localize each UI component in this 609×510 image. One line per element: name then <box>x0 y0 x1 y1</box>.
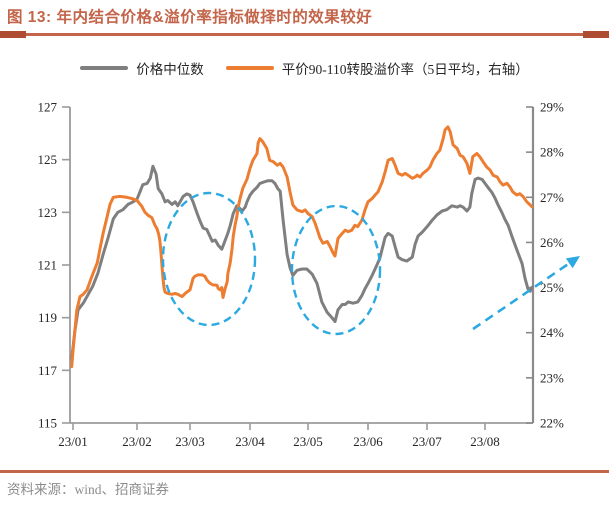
y-right-tick-label: 26% <box>540 235 564 250</box>
source-divider <box>0 470 609 473</box>
x-tick-label: 23/04 <box>235 434 265 449</box>
title-divider-cap-left <box>0 31 26 38</box>
y-left-tick-label: 119 <box>38 310 57 325</box>
premium-rate-line <box>70 125 534 369</box>
title-divider-cap-right <box>583 31 609 38</box>
trend-arrow-shaft <box>472 262 570 331</box>
x-tick-label: 23/02 <box>122 434 152 449</box>
x-tick-label: 23/08 <box>470 434 500 449</box>
y-right-tick-label: 22% <box>540 416 564 431</box>
chart-title: 图 13: 年内结合价格&溢价率指标做择时的效果较好 <box>7 9 373 26</box>
axes <box>62 106 535 430</box>
y-right-tick-label: 25% <box>540 280 564 295</box>
trend-arrow-head <box>565 256 580 269</box>
legend: 价格中位数 平价90-110转股溢价率（5日平均，右轴） <box>0 58 609 78</box>
y-left-tick-label: 117 <box>38 363 58 378</box>
y-right-tick-label: 23% <box>540 370 564 385</box>
title-divider <box>0 33 609 36</box>
price-median-label: 价格中位数 <box>136 62 204 77</box>
annotations <box>161 191 580 336</box>
premium-rate-label: 平价90-110转股溢价率（5日平均，右轴） <box>281 62 529 77</box>
y-right-tick-label: 24% <box>540 325 564 340</box>
price-median-swatch <box>80 66 129 70</box>
legend-item-price-median: 价格中位数 <box>80 58 204 78</box>
legend-item-premium-rate: 平价90-110转股溢价率（5日平均，右轴） <box>225 58 529 78</box>
x-tick-label: 23/06 <box>353 434 383 449</box>
y-left-tick-label: 123 <box>38 205 58 220</box>
x-tick-label: 23/01 <box>58 434 88 449</box>
highlight-ellipse-2 <box>290 204 382 336</box>
y-right-tick-label: 27% <box>540 190 564 205</box>
y-left-tick-label: 115 <box>38 416 57 431</box>
x-tick-label: 23/03 <box>175 434 205 449</box>
x-tick-label: 23/07 <box>412 434 442 449</box>
series-lines <box>70 125 534 369</box>
y-left-tick-label: 125 <box>38 152 58 167</box>
y-left-tick-label: 127 <box>38 100 58 115</box>
source-text: 资料来源：wind、招商证券 <box>7 482 169 497</box>
x-tick-label: 23/05 <box>293 434 323 449</box>
y-right-tick-label: 29% <box>540 100 564 115</box>
axis-labels: 115 117 119 121 123 125 127 22% 23% 24% 25% 26% 27% 2… <box>38 100 565 450</box>
highlight-ellipse-1 <box>161 191 257 327</box>
y-right-tick-label: 28% <box>540 145 564 160</box>
y-left-tick-label: 121 <box>38 258 58 273</box>
price-median-line <box>70 164 534 360</box>
premium-rate-swatch <box>225 66 274 70</box>
